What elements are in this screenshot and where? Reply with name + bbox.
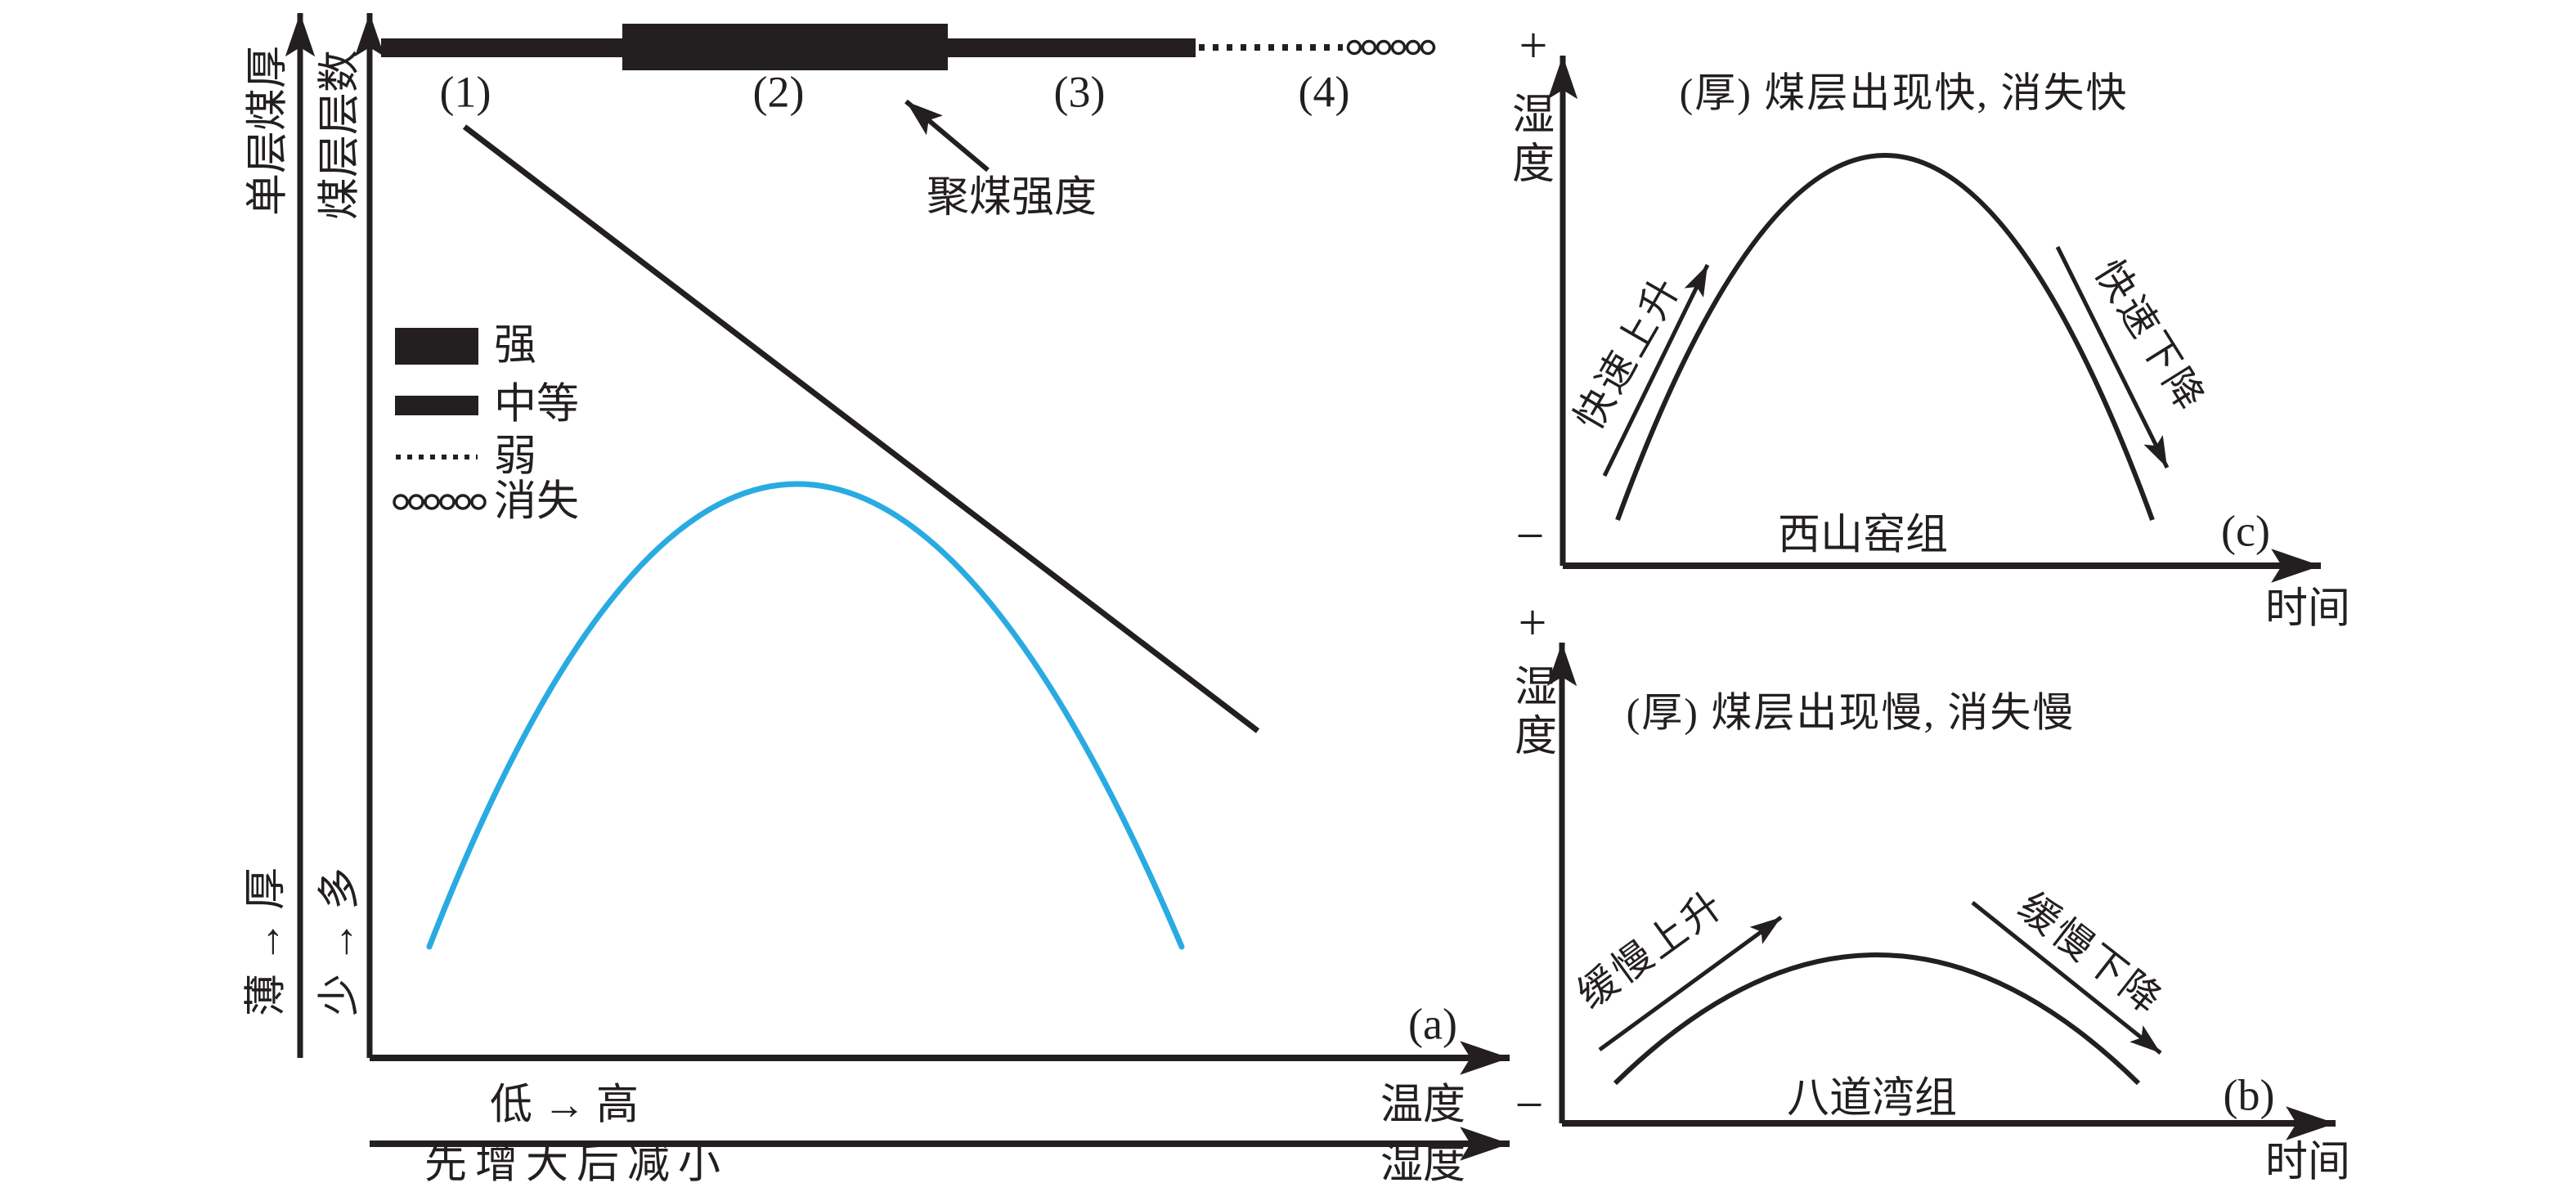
panel-b-plus-sign: + [1518, 594, 1547, 651]
panel-b-humidity-label: 湿度 [1507, 664, 1555, 762]
intensity-callout-arrow [904, 99, 990, 173]
declining-trend-line [462, 124, 1260, 733]
x-axis1-range-label: 低 → 高 [489, 1082, 640, 1129]
y-axis2-label: 煤层层数 [316, 49, 364, 221]
panel-b-time-label: 时间 [2264, 1139, 2351, 1183]
stage-2-label: (2) [752, 67, 805, 117]
panel-a-tag: (a) [1408, 999, 1457, 1049]
panel-c-plus-sign: + [1519, 17, 1548, 74]
panel-c-title: (厚) 煤层出现快, 消失快 [1679, 69, 2129, 116]
legend-medium-label: 中等 [494, 381, 580, 428]
y-axis1-label: 单层煤厚 [245, 45, 292, 217]
panel-b-title: (厚) 煤层出现慢, 消失慢 [1626, 689, 2076, 736]
x-axis2-name-label: 湿度 [1380, 1140, 1466, 1183]
panel-c-time-label: 时间 [2264, 585, 2351, 633]
humidity-parabola-curve [426, 481, 1185, 950]
stage-1-label: (1) [439, 67, 491, 117]
panel-b-slow-bell-curve [1613, 952, 2141, 1086]
legend-strong-label: 强 [494, 322, 537, 370]
panel-c-fall-arrow [2055, 245, 2170, 469]
panel-c-humidity-label: 湿度 [1505, 92, 1552, 190]
intensity-bar-stage1-medium [381, 38, 622, 57]
intensity-bar-vanish-circles [1346, 39, 1436, 56]
panel-c-tag: (c) [2221, 506, 2270, 556]
legend-vanish-label: 消失 [494, 478, 580, 526]
stage-3-label: (3) [1053, 67, 1106, 117]
panel-c-rise-arrow [1602, 263, 1710, 477]
x-axis2-range-label: 先增大后减小 [424, 1140, 729, 1183]
y-axis1-range-label: 薄 → 厚 [243, 867, 290, 1017]
stage-4-label: (4) [1298, 67, 1350, 117]
panel-b-fall-arrow [1971, 901, 2162, 1055]
panel-c-fast-bell-curve [1615, 153, 2155, 522]
intensity-bar-stage3-medium [948, 38, 1196, 57]
y-axis2-range-label: 少 → 多 [316, 867, 364, 1017]
panel-c-formation-label: 西山窑组 [1777, 512, 1949, 559]
legend-strong-swatch [395, 328, 478, 365]
legend-vanish-swatch [393, 494, 487, 510]
intensity-bar-stage2-strong [622, 24, 948, 70]
panel-b-rise-arrow [1598, 915, 1783, 1052]
panel-c-minus-sign: − [1515, 508, 1545, 564]
panel-b-tag: (b) [2223, 1070, 2275, 1120]
intensity-bar-label: 聚煤强度 [926, 174, 1097, 222]
legend-medium-swatch [395, 396, 478, 415]
panel-b-formation-label: 八道湾组 [1786, 1075, 1958, 1123]
x-axis1-name-label: 温度 [1380, 1082, 1466, 1129]
panel-b-minus-sign: − [1515, 1077, 1544, 1133]
legend-weak-label: 弱 [494, 433, 537, 481]
